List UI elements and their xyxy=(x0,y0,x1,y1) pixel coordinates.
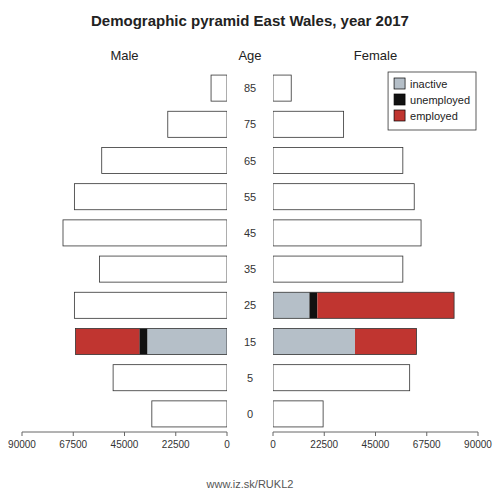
category-label: 25 xyxy=(244,299,256,311)
tick-label: 45000 xyxy=(111,439,139,450)
bar-segment xyxy=(99,256,227,282)
tick-label: 22500 xyxy=(162,439,190,450)
tick xyxy=(227,432,228,436)
category-label: 5 xyxy=(247,372,253,384)
bar-outline xyxy=(273,401,323,427)
tick-label: 67500 xyxy=(59,439,87,450)
bar-outline xyxy=(273,256,403,282)
tick xyxy=(375,432,376,436)
tick-label: 0 xyxy=(270,439,276,450)
bar-outline xyxy=(273,220,421,246)
category-label: 35 xyxy=(244,263,256,275)
tick-label: 90000 xyxy=(464,439,492,450)
bar-segment xyxy=(211,75,227,101)
bar-segment xyxy=(309,292,317,318)
bar-outline xyxy=(76,328,227,354)
legend-label: inactive xyxy=(410,78,447,90)
bar-outline xyxy=(63,220,227,246)
panel-header: Male xyxy=(110,48,138,63)
axis-label: Age xyxy=(238,48,261,63)
bar-outline xyxy=(273,365,410,391)
bar-segment xyxy=(273,256,403,282)
bar-segment xyxy=(273,328,355,354)
tick xyxy=(124,432,125,436)
bar-outline xyxy=(273,184,414,210)
tick-label: 45000 xyxy=(362,439,390,450)
bar-segment xyxy=(355,328,417,354)
bar-segment xyxy=(317,292,454,318)
bar-segment xyxy=(273,111,344,137)
tick xyxy=(478,432,479,436)
category-label: 0 xyxy=(247,408,253,420)
tick xyxy=(22,432,23,436)
bar-segment xyxy=(273,147,403,173)
tick-label: 90000 xyxy=(8,439,36,450)
category-label: 15 xyxy=(244,336,256,348)
bar-segment xyxy=(147,328,227,354)
bar-segment xyxy=(74,292,227,318)
panel: Male 90000 67500 45000 22500 0 0 5 15 25 35 45 55 65 7… xyxy=(8,48,256,450)
tick xyxy=(324,432,325,436)
category-label: 65 xyxy=(244,155,256,167)
bar-segment xyxy=(273,292,309,318)
bar-outline xyxy=(99,256,227,282)
bar-outline xyxy=(113,365,227,391)
bar-outline xyxy=(273,147,403,173)
tick-label: 67500 xyxy=(413,439,441,450)
panel: Female 0 22500 45000 67500 90000 inactive unemp… xyxy=(270,48,492,450)
tick xyxy=(426,432,427,436)
bars xyxy=(63,75,227,427)
category-label: 45 xyxy=(244,227,256,239)
tick xyxy=(273,432,274,436)
bar-outline xyxy=(74,292,227,318)
legend-label: unemployed xyxy=(410,94,470,106)
legend-label: employed xyxy=(410,110,458,122)
bar-segment xyxy=(113,365,227,391)
panel-header: Female xyxy=(354,48,397,63)
bar-outline xyxy=(273,111,344,137)
tick-label: 0 xyxy=(224,439,230,450)
bar-segment xyxy=(139,328,147,354)
bar-segment xyxy=(74,184,227,210)
bar-outline xyxy=(211,75,227,101)
bar-outline xyxy=(102,147,227,173)
tick xyxy=(73,432,74,436)
footer: www.iz.sk/RUKL2 xyxy=(206,478,294,490)
bar-outline xyxy=(74,184,227,210)
bar-outline xyxy=(152,401,227,427)
bar-segment xyxy=(76,328,140,354)
tick-label: 22500 xyxy=(310,439,338,450)
bar-segment xyxy=(102,147,227,173)
legend-swatch xyxy=(394,94,405,105)
category-label: 85 xyxy=(244,82,256,94)
legend-box xyxy=(388,72,476,130)
bar-outline xyxy=(273,75,291,101)
bar-segment xyxy=(168,111,227,137)
bar-outline xyxy=(273,292,454,318)
bar-outline xyxy=(273,328,417,354)
legend-swatch xyxy=(394,78,405,89)
legend: inactive unemployed employed xyxy=(388,72,476,130)
category-label: 55 xyxy=(244,191,256,203)
legend-swatch xyxy=(394,110,405,121)
bar-segment xyxy=(273,184,414,210)
bar-segment xyxy=(152,401,227,427)
bar-segment xyxy=(273,75,291,101)
tick xyxy=(175,432,176,436)
bar-segment xyxy=(273,401,323,427)
bar-segment xyxy=(273,365,410,391)
bar-segment xyxy=(63,220,227,246)
category-label: 75 xyxy=(244,118,256,130)
chart: Demographic pyramid East Wales, year 201… xyxy=(0,0,500,500)
title: Demographic pyramid East Wales, year 201… xyxy=(91,12,409,29)
bar-segment xyxy=(273,220,421,246)
bar-outline xyxy=(168,111,227,137)
